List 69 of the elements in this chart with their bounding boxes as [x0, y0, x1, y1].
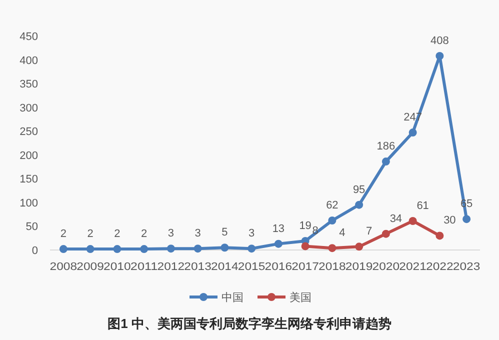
data-label: 3 — [168, 228, 174, 240]
point — [408, 216, 417, 225]
legend-label: 美国 — [290, 291, 312, 304]
data-label: 95 — [352, 184, 366, 196]
x-tick-label: 2017 — [292, 261, 319, 273]
point — [274, 240, 282, 248]
data-label: 7 — [366, 226, 372, 238]
data-label: 186 — [376, 140, 396, 153]
legend-label: 中国 — [222, 291, 244, 304]
point — [355, 242, 364, 251]
point — [59, 245, 68, 254]
point — [382, 230, 390, 238]
x-tick-label: 2021 — [399, 261, 426, 273]
point — [301, 242, 310, 250]
x-tick-label: 2011 — [130, 261, 158, 273]
y-tick-label: 150 — [20, 174, 38, 186]
point — [113, 245, 122, 254]
y-tick-label: 200 — [20, 150, 38, 162]
point — [462, 215, 471, 224]
point — [328, 244, 336, 252]
point — [355, 200, 364, 209]
point — [220, 244, 229, 252]
x-tick-label: 2019 — [345, 261, 373, 273]
x-tick-label: 2008 — [50, 261, 78, 273]
point — [328, 216, 336, 225]
data-label: 13 — [272, 222, 285, 235]
text: 图1 中、美两国专利局数字孪生网络专利申请趋势 — [108, 316, 392, 331]
x-tick-label: 2023 — [452, 261, 480, 273]
point — [140, 245, 148, 254]
data-label: 2 — [60, 228, 66, 240]
data-label: 19 — [299, 220, 312, 232]
data-label: 61 — [416, 200, 429, 212]
x-tick-label: 2013 — [184, 261, 212, 273]
x-tick-label: 2014 — [211, 261, 238, 273]
y-tick-label: 100 — [20, 197, 38, 210]
point — [166, 244, 175, 253]
data-label: 5 — [222, 226, 228, 239]
point — [382, 158, 390, 166]
point — [194, 244, 202, 253]
x-tick-label: 2016 — [264, 261, 292, 273]
y-tick-label: 300 — [20, 102, 38, 114]
data-label: 4 — [339, 227, 346, 240]
data-label: 2 — [114, 228, 120, 240]
x-tick-label: 2018 — [318, 261, 346, 273]
y-tick-label: 250 — [20, 126, 38, 138]
x-tick-label: 2020 — [372, 261, 400, 273]
data-label: 30 — [444, 214, 456, 227]
x-tick-label: 2022 — [426, 261, 454, 273]
data-label: 408 — [430, 34, 449, 47]
y-tick-label: 450 — [20, 31, 38, 43]
data-label: 62 — [326, 200, 338, 212]
point — [436, 232, 444, 240]
y-tick-label: 50 — [26, 221, 38, 234]
y-tick-label: 400 — [20, 54, 38, 67]
point — [248, 244, 256, 253]
point — [436, 52, 444, 60]
data-label: 3 — [248, 228, 255, 240]
x-tick-label: 2015 — [238, 261, 266, 273]
x-tick-label: 2009 — [76, 261, 104, 273]
point — [408, 128, 417, 137]
y-tick-label: 0 — [32, 245, 38, 257]
x-tick-label: 2012 — [157, 261, 185, 273]
data-label: 3 — [194, 228, 201, 240]
point — [86, 245, 94, 254]
x-tick-label: 2010 — [104, 261, 131, 273]
y-tick-label: 350 — [20, 78, 38, 91]
data-label: 2 — [141, 228, 148, 240]
data-label: 2 — [87, 228, 94, 240]
data-label: 34 — [390, 212, 402, 225]
